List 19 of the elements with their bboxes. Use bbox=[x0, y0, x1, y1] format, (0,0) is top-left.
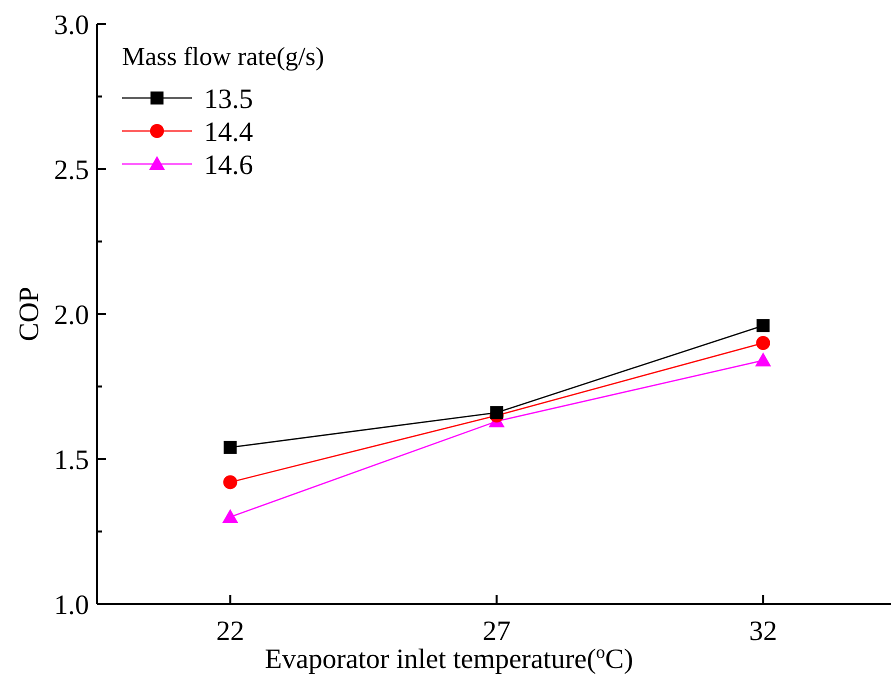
point bbox=[223, 475, 238, 490]
legend-label: 14.4 bbox=[204, 116, 253, 148]
legend-label: 13.5 bbox=[204, 84, 253, 115]
legend-label: 14.6 bbox=[204, 150, 253, 181]
point bbox=[222, 509, 238, 523]
legend-title: Mass flow rate(g/s) bbox=[122, 42, 324, 71]
x-tick-label: 22 bbox=[216, 616, 244, 647]
y-tick-label: 1.5 bbox=[54, 444, 89, 476]
y-tick-label: 3.0 bbox=[54, 10, 89, 41]
y-tick-label: 1.0 bbox=[54, 590, 89, 621]
point bbox=[756, 336, 770, 350]
y-axis-title: COP bbox=[14, 286, 45, 342]
point bbox=[756, 319, 770, 332]
y-tick-label: 2.5 bbox=[54, 154, 89, 186]
point bbox=[755, 352, 772, 366]
x-tick-label: 32 bbox=[749, 616, 778, 647]
point bbox=[490, 406, 504, 420]
point bbox=[224, 440, 237, 454]
y-tick-label: 2.0 bbox=[54, 300, 89, 331]
